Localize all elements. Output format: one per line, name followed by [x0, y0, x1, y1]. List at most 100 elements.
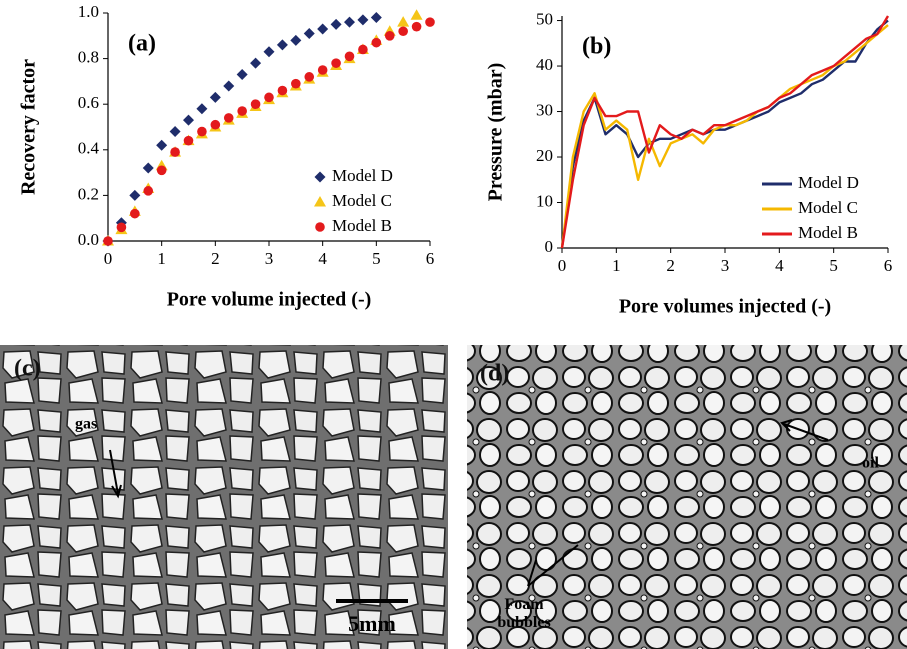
- x-tick-label: 5: [829, 256, 838, 275]
- point: [183, 114, 194, 126]
- annotation: oil: [862, 455, 879, 472]
- point: [371, 37, 382, 48]
- point: [223, 113, 234, 123]
- x-tick-label: 0: [104, 249, 113, 268]
- arrow: [109, 449, 119, 495]
- x-tick-label: 1: [157, 249, 166, 268]
- x-tick-label: 0: [558, 256, 567, 275]
- y-axis-title: Recovery factor: [18, 59, 40, 195]
- point: [169, 126, 181, 138]
- y-tick-label: 0.4: [78, 139, 100, 158]
- point: [358, 44, 368, 55]
- point: [170, 147, 180, 157]
- y-axis-title: Pressure (mbar): [485, 63, 507, 202]
- micrograph-d: [467, 345, 907, 649]
- point: [156, 139, 168, 151]
- annotation-box: Foam bubbles: [497, 596, 551, 631]
- point: [209, 91, 221, 103]
- x-axis-title: Pore volume injected (-): [167, 289, 372, 311]
- x-tick-label: 4: [775, 256, 784, 275]
- panel-label: (a): [128, 31, 156, 57]
- point: [236, 69, 248, 81]
- x-tick-label: 6: [884, 256, 893, 275]
- point: [264, 92, 274, 103]
- point: [197, 126, 207, 137]
- y-tick-label: 1.0: [78, 2, 99, 21]
- y-tick-label: 0.6: [78, 93, 99, 112]
- x-tick-label: 3: [265, 249, 274, 268]
- point: [317, 65, 328, 75]
- point: [425, 17, 435, 27]
- point: [130, 208, 140, 219]
- y-tick-label: 40: [536, 55, 553, 74]
- line: [560, 19, 889, 249]
- x-tick-label: 5: [372, 249, 381, 268]
- point: [331, 58, 341, 68]
- y-tick-label: 50: [536, 9, 553, 28]
- scale-bar: [336, 599, 408, 603]
- panel-label: (c): [14, 356, 41, 382]
- point: [143, 186, 154, 196]
- point: [370, 12, 382, 24]
- point: [357, 14, 369, 26]
- arrowhead: [780, 419, 793, 432]
- point: [196, 103, 208, 115]
- point: [397, 16, 410, 27]
- point: [156, 165, 167, 176]
- point: [317, 23, 329, 35]
- panel-label: (b): [582, 34, 611, 60]
- y-tick-label: 10: [536, 191, 553, 210]
- line: [560, 15, 890, 249]
- point: [384, 31, 395, 41]
- y-tick-label: 0.8: [78, 48, 99, 67]
- x-axis-title: Pore volumes injected (-): [619, 296, 831, 318]
- point: [116, 222, 127, 233]
- point: [263, 46, 275, 58]
- panel-label: (d): [480, 361, 509, 387]
- point: [142, 162, 154, 174]
- legend-marker: [315, 222, 325, 232]
- legend-marker: [314, 171, 326, 183]
- point: [277, 85, 288, 96]
- y-tick-label: 30: [536, 100, 553, 119]
- arrowhead: [111, 484, 122, 499]
- micrograph-c: [0, 345, 448, 649]
- x-tick-label: 2: [211, 249, 220, 268]
- y-tick-label: 0.2: [78, 184, 99, 203]
- y-tick-label: 20: [536, 146, 553, 165]
- x-tick-label: 2: [666, 256, 675, 275]
- point: [103, 236, 113, 246]
- annotation: gas: [75, 416, 97, 433]
- point: [237, 106, 247, 116]
- legend-label: Model C: [332, 191, 392, 210]
- legend-label: Model B: [332, 216, 392, 235]
- legend-marker: [314, 196, 326, 207]
- point: [183, 135, 194, 146]
- point: [330, 18, 342, 30]
- point: [398, 26, 408, 37]
- point: [210, 119, 221, 130]
- point: [276, 39, 288, 51]
- point: [250, 57, 262, 69]
- point: [410, 9, 423, 20]
- x-tick-label: 6: [426, 249, 435, 268]
- legend-label: Model D: [332, 166, 393, 185]
- y-tick-label: 0: [545, 237, 554, 256]
- arrow: [527, 559, 537, 587]
- point: [291, 78, 301, 89]
- annotation: Foam bubbles: [497, 596, 551, 631]
- point: [411, 21, 422, 32]
- x-tick-label: 1: [612, 256, 621, 275]
- x-tick-label: 3: [721, 256, 730, 275]
- y-tick-label: 0.0: [78, 230, 99, 249]
- arrow: [783, 423, 829, 441]
- point: [304, 72, 315, 82]
- legend-label: Model D: [798, 173, 859, 192]
- point: [290, 34, 302, 46]
- point: [250, 99, 261, 109]
- arrow: [527, 544, 579, 587]
- point: [303, 28, 315, 40]
- legend-label: Model B: [798, 223, 858, 242]
- x-tick-label: 4: [318, 249, 327, 268]
